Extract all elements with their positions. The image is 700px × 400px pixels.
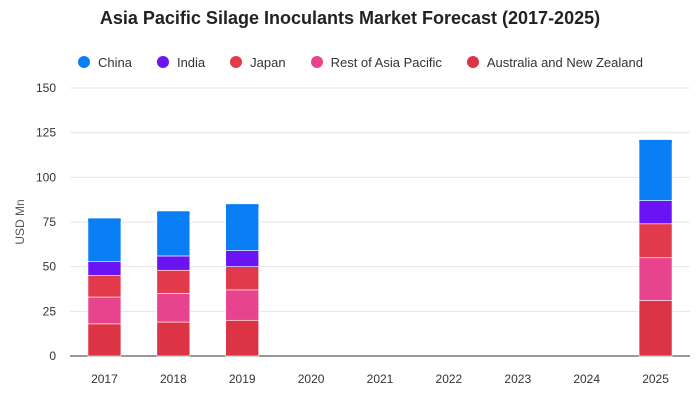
- bar-2018-japan[interactable]: [156, 269, 191, 294]
- bar-2025-australia-and-new-zealand[interactable]: [638, 300, 673, 357]
- bar-2018-australia-and-new-zealand[interactable]: [156, 321, 191, 357]
- bar-cap-2025: [639, 139, 673, 143]
- legend-swatch-australia-and-new-zealand: [466, 56, 479, 68]
- y-tick-label-0: 0: [49, 349, 56, 363]
- legend-label-china: China: [98, 54, 132, 70]
- x-tick-label-2021: 2021: [367, 372, 394, 386]
- y-tick-label-50: 50: [43, 260, 57, 274]
- legend-item-australia-and-new-zealand[interactable]: Australia and New Zealand: [466, 54, 643, 70]
- bar-2019-rest-of-asia-pacific[interactable]: [225, 289, 260, 321]
- legend-label-india: India: [176, 54, 206, 70]
- legend-item-india[interactable]: India: [156, 54, 206, 70]
- legend-swatch-india: [156, 56, 169, 68]
- x-tick-label-2018: 2018: [160, 372, 187, 386]
- y-tick-label-75: 75: [43, 215, 57, 229]
- bar-2017-india[interactable]: [87, 261, 122, 276]
- y-axis-label: USD Mn: [13, 199, 27, 244]
- legend-item-rest-of-asia-pacific[interactable]: Rest of Asia Pacific: [310, 54, 442, 70]
- x-tick-label-2020: 2020: [298, 372, 325, 386]
- bar-2025-japan[interactable]: [638, 223, 673, 259]
- bar-2017-rest-of-asia-pacific[interactable]: [87, 296, 122, 325]
- bar-2018-india[interactable]: [156, 255, 191, 271]
- bar-2019-india[interactable]: [225, 250, 260, 267]
- x-tick-label-2024: 2024: [573, 372, 600, 386]
- bar-2017-australia-and-new-zealand[interactable]: [87, 323, 122, 357]
- bars: [87, 139, 673, 357]
- bar-2019-japan[interactable]: [225, 266, 260, 291]
- bar-2018-china[interactable]: [156, 210, 191, 257]
- legend-label-japan: Japan: [250, 54, 286, 70]
- y-tick-label-125: 125: [36, 126, 56, 140]
- bar-2017-china[interactable]: [87, 218, 122, 262]
- legend-item-japan[interactable]: Japan: [230, 54, 286, 70]
- legend-label-australia-and-new-zealand: Australia and New Zealand: [486, 54, 643, 70]
- bar-2025-india[interactable]: [638, 200, 673, 225]
- y-tick-label-25: 25: [43, 304, 57, 318]
- bar-cap-2018: [156, 211, 190, 215]
- x-axis-ticks: 2017 2018 2019 2020 2021 2022 2023 2024 2025: [91, 372, 669, 386]
- x-tick-label-2019: 2019: [229, 372, 256, 386]
- y-tick-label-100: 100: [36, 170, 56, 184]
- bar-cap-2017: [87, 218, 121, 222]
- bar-2019-australia-and-new-zealand[interactable]: [225, 319, 260, 357]
- legend-swatch-china: [78, 56, 90, 68]
- legend-label-rest-of-asia-pacific: Rest of Asia Pacific: [330, 54, 442, 70]
- legend-swatch-rest-of-asia-pacific: [310, 56, 323, 68]
- chart-legend: China India Japan Rest of Asia Pacific A…: [78, 53, 668, 71]
- bar-2019-china[interactable]: [225, 203, 260, 251]
- x-tick-label-2025: 2025: [642, 372, 669, 386]
- y-axis-ticks: 0 25 50 75 100 125 150: [36, 81, 56, 363]
- x-tick-label-2023: 2023: [504, 372, 531, 386]
- bar-cap-2019: [225, 204, 259, 208]
- y-tick-label-150: 150: [36, 81, 56, 95]
- chart-title: Asia Pacific Silage Inoculants Market Fo…: [99, 8, 601, 28]
- bar-2025-china[interactable]: [638, 139, 673, 201]
- bar-2025-rest-of-asia-pacific[interactable]: [638, 257, 673, 301]
- legend-item-china[interactable]: China: [78, 55, 132, 70]
- legend-swatch-japan: [230, 56, 243, 68]
- bar-2018-rest-of-asia-pacific[interactable]: [156, 293, 191, 323]
- x-tick-label-2017: 2017: [91, 372, 118, 386]
- bar-2017-japan[interactable]: [87, 275, 122, 298]
- x-tick-label-2022: 2022: [436, 372, 463, 386]
